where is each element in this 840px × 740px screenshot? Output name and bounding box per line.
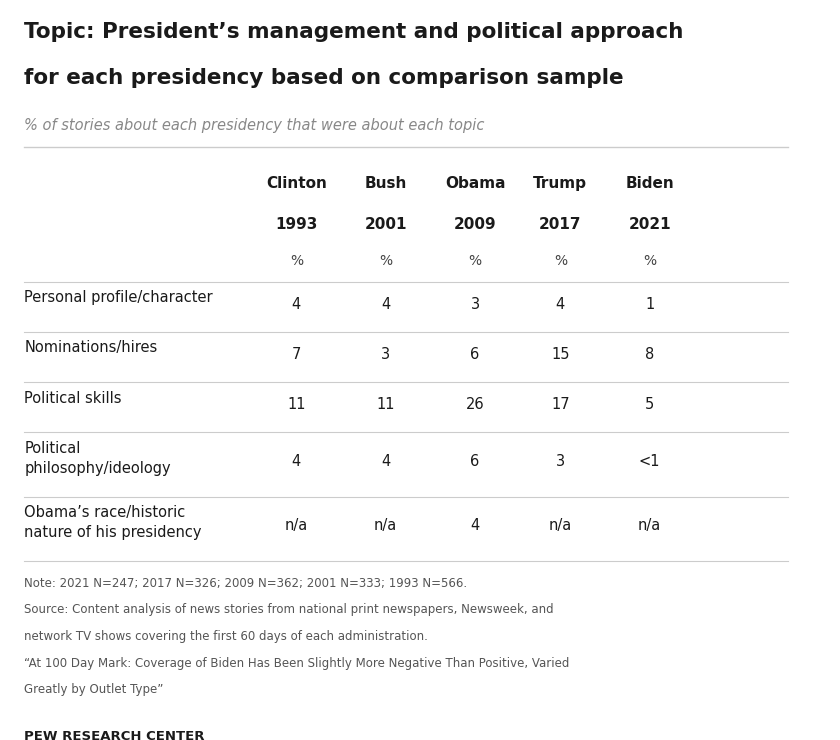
Text: 11: 11 <box>376 397 395 412</box>
Text: Personal profile/character: Personal profile/character <box>24 290 213 306</box>
Text: Obama: Obama <box>445 175 506 191</box>
Text: Obama’s race/historic
nature of his presidency: Obama’s race/historic nature of his pres… <box>24 505 202 540</box>
Text: %: % <box>469 255 481 269</box>
Text: Clinton: Clinton <box>266 175 327 191</box>
Text: Source: Content analysis of news stories from national print newspapers, Newswee: Source: Content analysis of news stories… <box>24 604 554 616</box>
Text: 26: 26 <box>465 397 485 412</box>
Text: 4: 4 <box>291 454 301 468</box>
Text: network TV shows covering the first 60 days of each administration.: network TV shows covering the first 60 d… <box>24 630 428 643</box>
Text: n/a: n/a <box>374 518 397 534</box>
Text: n/a: n/a <box>285 518 308 534</box>
Text: 8: 8 <box>645 347 654 362</box>
Text: 3: 3 <box>556 454 565 468</box>
Text: Greatly by Outlet Type”: Greatly by Outlet Type” <box>24 683 164 696</box>
Text: n/a: n/a <box>549 518 572 534</box>
Text: 6: 6 <box>470 347 480 362</box>
Text: 15: 15 <box>551 347 570 362</box>
Text: 4: 4 <box>381 297 391 312</box>
Text: PEW RESEARCH CENTER: PEW RESEARCH CENTER <box>24 730 205 740</box>
Text: Biden: Biden <box>625 175 674 191</box>
Text: %: % <box>643 255 656 269</box>
Text: 17: 17 <box>551 397 570 412</box>
Text: for each presidency based on comparison sample: for each presidency based on comparison … <box>24 68 624 88</box>
Text: Political skills: Political skills <box>24 391 122 406</box>
Text: 1: 1 <box>645 297 654 312</box>
Text: %: % <box>290 255 303 269</box>
Text: 4: 4 <box>381 454 391 468</box>
Text: 2009: 2009 <box>454 217 496 232</box>
Text: n/a: n/a <box>638 518 661 534</box>
Text: 4: 4 <box>470 518 480 534</box>
Text: 2001: 2001 <box>365 217 407 232</box>
Text: 6: 6 <box>470 454 480 468</box>
Text: %: % <box>554 255 567 269</box>
Text: 5: 5 <box>645 397 654 412</box>
Text: 3: 3 <box>470 297 480 312</box>
Text: 11: 11 <box>287 397 306 412</box>
Text: 2017: 2017 <box>539 217 581 232</box>
Text: 2021: 2021 <box>628 217 671 232</box>
Text: “At 100 Day Mark: Coverage of Biden Has Been Slightly More Negative Than Positiv: “At 100 Day Mark: Coverage of Biden Has … <box>24 656 570 670</box>
Text: Trump: Trump <box>533 175 587 191</box>
Text: %: % <box>379 255 392 269</box>
Text: Note: 2021 N=247; 2017 N=326; 2009 N=362; 2001 N=333; 1993 N=566.: Note: 2021 N=247; 2017 N=326; 2009 N=362… <box>24 577 468 590</box>
Text: Political
philosophy/ideology: Political philosophy/ideology <box>24 441 171 476</box>
Text: <1: <1 <box>639 454 660 468</box>
Text: Nominations/hires: Nominations/hires <box>24 340 158 355</box>
Text: 4: 4 <box>291 297 301 312</box>
Text: % of stories about each presidency that were about each topic: % of stories about each presidency that … <box>24 118 485 133</box>
Text: 7: 7 <box>291 347 301 362</box>
Text: Bush: Bush <box>365 175 407 191</box>
Text: 1993: 1993 <box>276 217 318 232</box>
Text: Topic: President’s management and political approach: Topic: President’s management and politi… <box>24 21 684 41</box>
Text: 3: 3 <box>381 347 391 362</box>
Text: 4: 4 <box>556 297 565 312</box>
